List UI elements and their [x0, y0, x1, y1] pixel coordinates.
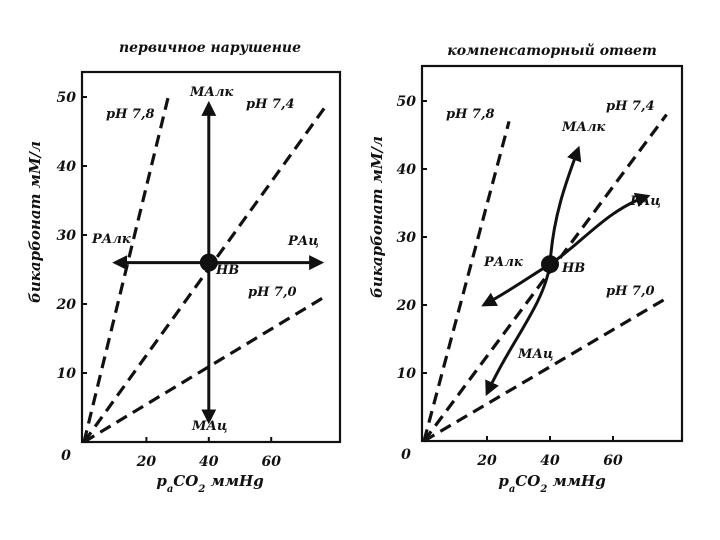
y-axis-label: бикарбонат мМ/л [368, 136, 386, 298]
arrow-label: РАц [629, 194, 661, 209]
chart-panel-2: компенсаторный ответ 10 20 30 40 50 20 40 60 0 paC… [368, 42, 684, 495]
isopleth-label: pH 7,8 [106, 107, 155, 122]
arrow-label: РАц [287, 234, 319, 249]
isopleth-line [422, 120, 511, 442]
x-axis-label: paCO2 ммHg [498, 472, 605, 495]
arrow-label: МАлк [561, 120, 605, 135]
y-tick-label: 30 [57, 228, 77, 244]
x-tick-label: 60 [261, 454, 281, 470]
x-tick-label: 20 [476, 453, 497, 469]
origin-label: 0 [401, 447, 411, 463]
x-tick-label: 60 [603, 453, 623, 469]
compensation-arrow [549, 192, 651, 266]
x-tick-label: 40 [199, 454, 219, 470]
y-tick-label: 50 [397, 94, 417, 110]
y-tick-label: 20 [396, 298, 417, 314]
chart-title: первичное нарушение [119, 40, 301, 56]
isopleth-line [82, 102, 329, 443]
isopleth-line [422, 113, 668, 442]
plot-frame [80, 70, 342, 444]
y-tick-label: 30 [397, 230, 417, 246]
isopleth-label: pH 7,0 [606, 284, 655, 299]
x-axis-label: paCO2 ммHg [156, 472, 263, 495]
y-tick-label: 10 [57, 366, 77, 382]
arrow-label: РАлк [483, 255, 523, 270]
isopleth-line [83, 295, 326, 444]
normal-point [541, 255, 559, 274]
y-axis-label: бикарбонат мМ/л [26, 141, 44, 303]
chart-panel-1: первичное нарушение 10 20 30 40 50 20 40 60 0 paCO… [26, 40, 342, 495]
y-tick-label: 20 [56, 297, 77, 313]
arrow-label: МАлк [189, 85, 233, 100]
x-tick-label: 20 [136, 454, 157, 470]
y-tick-label: 40 [397, 162, 417, 178]
arrow-label: РАлк [91, 232, 131, 247]
y-tick-label: 50 [57, 90, 77, 106]
chart-title: компенсаторный ответ [447, 42, 657, 59]
arrow-label: МАц [517, 347, 553, 362]
y-tick-label: 40 [57, 159, 77, 175]
origin-label: 0 [61, 448, 71, 464]
y-tick-label: 10 [397, 366, 417, 382]
normal-point-label: НВ [561, 261, 585, 276]
arrow-label: МАц [191, 419, 227, 434]
isopleth-label: pH 7,8 [446, 107, 495, 122]
normal-point-label: НВ [215, 263, 239, 278]
isopleth-line [423, 296, 668, 443]
isopleth-line [82, 96, 170, 443]
plot-frame [420, 64, 684, 443]
isopleth-label: pH 7,0 [248, 285, 297, 300]
isopleth-label: pH 7,4 [606, 99, 655, 114]
compensation-arrow [485, 263, 552, 397]
normal-point [199, 253, 218, 272]
isopleth-label: pH 7,4 [246, 97, 295, 112]
compensation-arrow [548, 145, 582, 265]
x-tick-label: 40 [540, 453, 560, 469]
